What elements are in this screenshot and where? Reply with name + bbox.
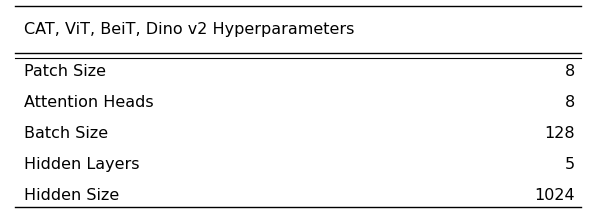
Text: 8: 8	[565, 64, 575, 79]
Text: CAT, ViT, BeiT, Dino v2 Hyperparameters: CAT, ViT, BeiT, Dino v2 Hyperparameters	[24, 22, 354, 37]
Text: 1024: 1024	[535, 188, 575, 203]
Text: Patch Size: Patch Size	[24, 64, 106, 79]
Text: Batch Size: Batch Size	[24, 126, 108, 141]
Text: Hidden Layers: Hidden Layers	[24, 157, 139, 172]
Text: Attention Heads: Attention Heads	[24, 95, 153, 110]
Text: 8: 8	[565, 95, 575, 110]
Text: Hidden Size: Hidden Size	[24, 188, 119, 203]
Text: 128: 128	[545, 126, 575, 141]
Text: 5: 5	[565, 157, 575, 172]
